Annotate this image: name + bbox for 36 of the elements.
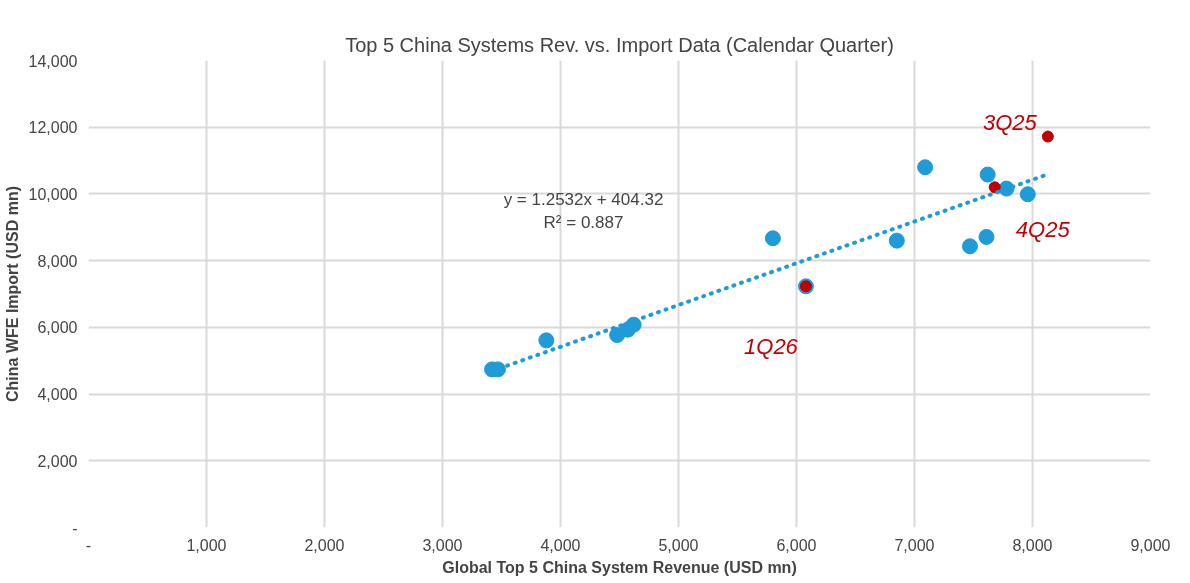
point (917, 159, 934, 176)
point (1019, 186, 1036, 203)
annotation: 1Q26 (744, 333, 799, 359)
y-tick-label: 14,000 (28, 52, 78, 70)
point (988, 181, 1001, 194)
point (978, 228, 995, 245)
x-tick-label: 9,000 (1130, 536, 1171, 554)
point (888, 232, 905, 249)
point (538, 332, 555, 349)
point (1041, 130, 1054, 143)
y-tick-label: 10,000 (28, 185, 78, 203)
annotation: y = 1.2532x + 404.32 (503, 190, 664, 209)
y-tick-label: 2,000 (37, 452, 78, 470)
y-tick-label: 6,000 (37, 319, 78, 337)
x-tick-label: 5,000 (658, 536, 699, 554)
x-tick-label: 4,000 (540, 536, 581, 554)
x-tick-label: 7,000 (894, 536, 935, 554)
x-tick-label: 8,000 (1012, 536, 1053, 554)
y-tick-label: - (72, 519, 78, 537)
y-axis-title: China WFE Import (USD mn) (3, 186, 21, 402)
x-tick-label: 2,000 (304, 536, 345, 554)
x-tick-label: - (85, 536, 92, 554)
x-tick-label: 3,000 (422, 536, 463, 554)
point (961, 238, 978, 255)
y-tick-label: 12,000 (28, 119, 78, 137)
x-tick-label: 1,000 (186, 536, 227, 554)
annotation: R² = 0.887 (543, 213, 624, 232)
x-tick-label: 6,000 (776, 536, 817, 554)
point (764, 230, 781, 247)
annotation: 3Q25 (982, 110, 1038, 136)
y-tick-label: 4,000 (37, 386, 78, 404)
x-axis-title: Global Top 5 China System Revenue (USD mn) (442, 558, 797, 576)
annotation: 4Q25 (1015, 216, 1071, 242)
chart-title: Top 5 China Systems Rev. vs. Import Data (Calendar Quarter) (345, 33, 894, 56)
y-tick-label: 8,000 (37, 252, 78, 270)
point (979, 166, 996, 183)
